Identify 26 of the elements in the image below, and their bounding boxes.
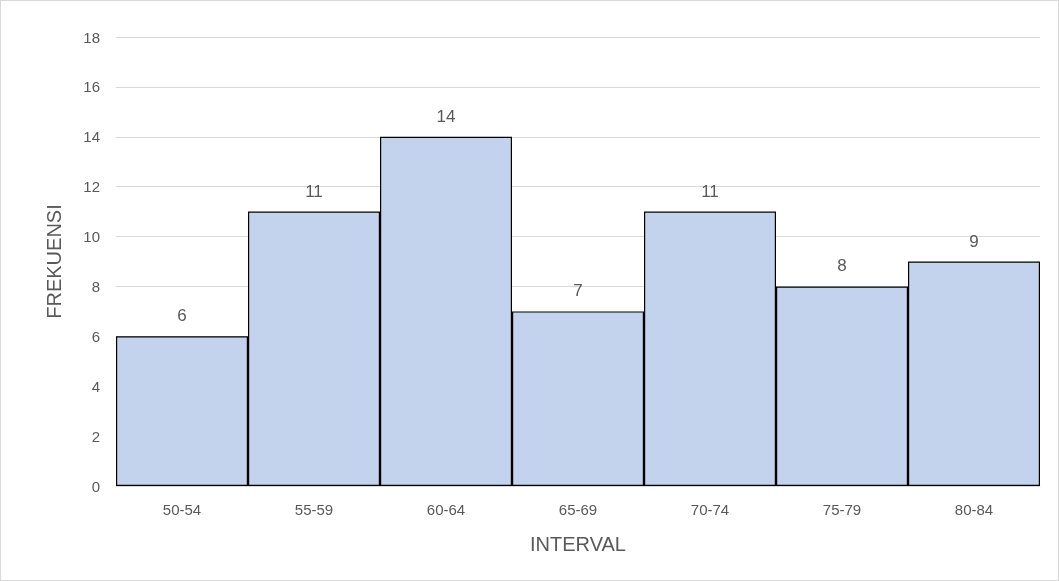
x-axis-title: INTERVAL xyxy=(530,533,626,555)
y-tick-label: 6 xyxy=(91,327,100,345)
y-tick-label: 12 xyxy=(83,178,100,196)
data-label: 11 xyxy=(305,181,323,201)
data-label: 6 xyxy=(177,306,187,326)
data-label: 7 xyxy=(573,281,583,301)
x-tick-label: 70-74 xyxy=(690,501,730,518)
y-tick-label: 8 xyxy=(91,277,100,295)
y-tick-label: 4 xyxy=(91,377,100,395)
x-tick-label: 60-64 xyxy=(426,501,466,518)
x-tick-label: 50-54 xyxy=(162,501,202,518)
data-label: 8 xyxy=(837,256,847,276)
x-tick-label: 80-84 xyxy=(954,501,994,518)
y-tick-label: 0 xyxy=(91,477,100,495)
data-label: 14 xyxy=(436,106,456,126)
data-label: 9 xyxy=(969,231,979,251)
y-axis-title: FREKUENSI xyxy=(43,204,65,319)
x-tick-label: 55-59 xyxy=(294,501,334,518)
y-tick-label: 18 xyxy=(83,28,100,46)
x-tick-label: 65-69 xyxy=(558,501,598,518)
y-tick-label: 10 xyxy=(83,228,100,246)
x-tick-label: 75-79 xyxy=(822,501,862,518)
y-tick-label: 16 xyxy=(83,78,100,96)
data-label: 11 xyxy=(701,181,719,201)
y-tick-label: 14 xyxy=(83,128,100,146)
y-tick-label: 2 xyxy=(91,427,100,445)
